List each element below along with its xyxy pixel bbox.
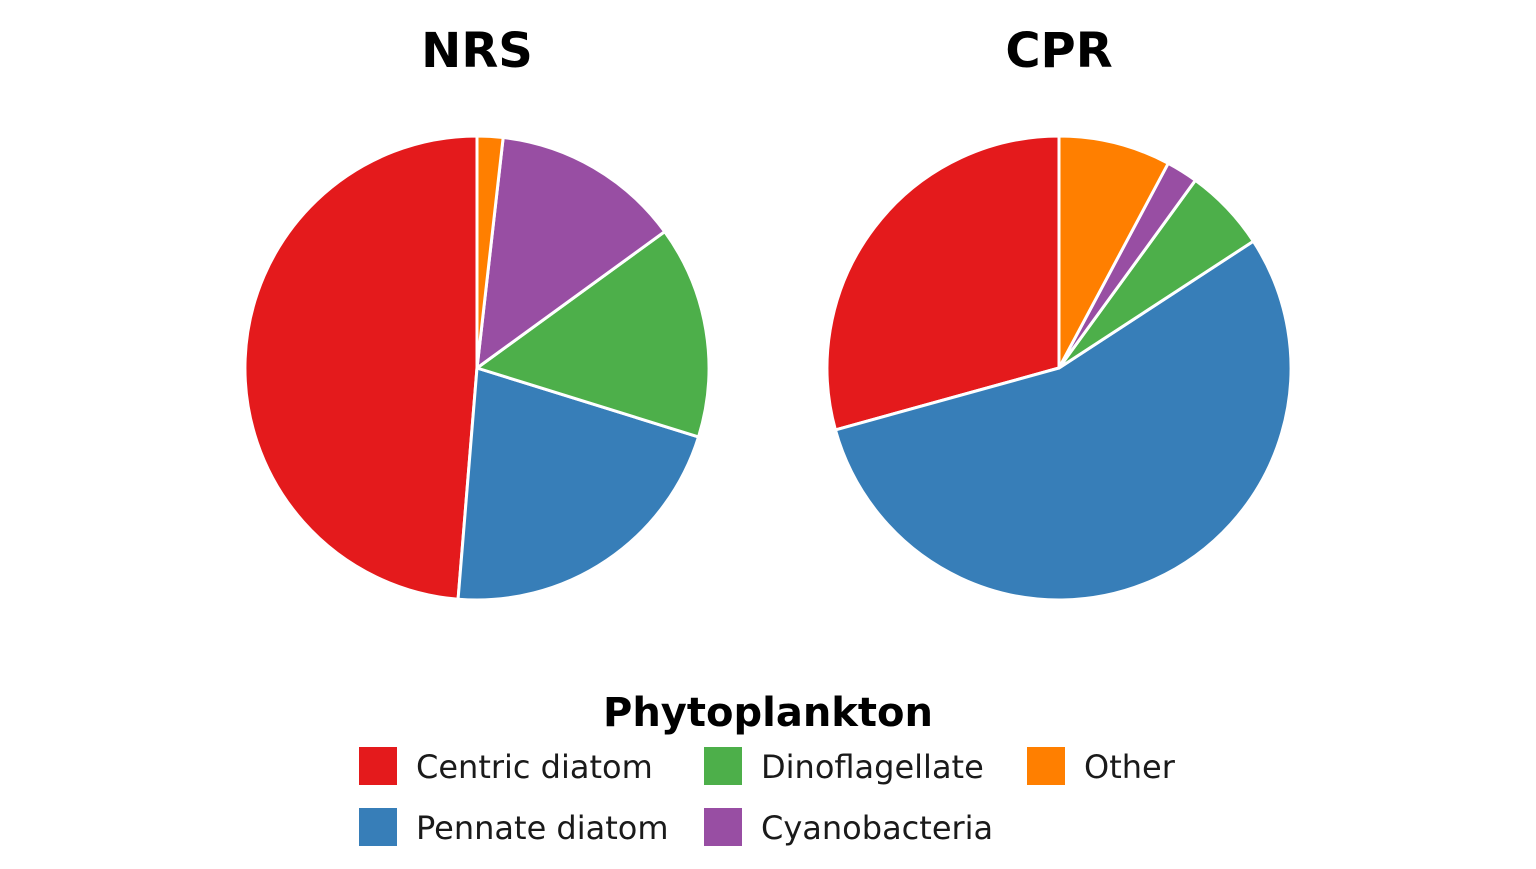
legend-item-cyanobacteria: Cyanobacteria (704, 808, 993, 847)
legend-item-other: Other (1027, 747, 1176, 786)
chart-title-nrs: NRS (421, 23, 533, 79)
legend-label-other: Other (1084, 748, 1176, 786)
legend-item-dinoflagellate: Dinoflagellate (704, 747, 984, 786)
slice-cpr-other (1057, 134, 1170, 370)
legend-title: Phytoplankton (603, 690, 933, 736)
pie-nrs: NRS (243, 23, 711, 602)
slice-nrs-other (475, 134, 505, 370)
legend-label-dinoflagellate: Dinoflagellate (761, 748, 984, 786)
slice-nrs-pennate-diatom (456, 366, 701, 602)
legend-swatch-dinoflagellate (704, 747, 742, 785)
legend-swatch-cyanobacteria (704, 808, 742, 846)
slice-cpr-pennate-diatom (833, 239, 1293, 602)
slice-nrs-centric-diatom (243, 134, 479, 601)
legend-item-pennate-diatom: Pennate diatom (359, 808, 669, 847)
slice-nrs-cyanobacteria (475, 135, 667, 370)
chart-title-cpr: CPR (1005, 23, 1112, 79)
legend-swatch-other (1027, 747, 1065, 785)
pie-cpr: CPR (825, 23, 1293, 602)
slice-cpr-centric-diatom (825, 134, 1061, 432)
legend-item-centric-diatom: Centric diatom (359, 747, 653, 786)
pie-group: NRS CPR (243, 23, 1293, 602)
slice-nrs-dinoflagellate (475, 230, 711, 439)
legend-label-cyanobacteria: Cyanobacteria (761, 809, 993, 847)
legend-label-pennate-diatom: Pennate diatom (416, 809, 669, 847)
legend-swatch-pennate-diatom (359, 808, 397, 846)
legend-label-centric-diatom: Centric diatom (416, 748, 653, 786)
legend-swatch-centric-diatom (359, 747, 397, 785)
